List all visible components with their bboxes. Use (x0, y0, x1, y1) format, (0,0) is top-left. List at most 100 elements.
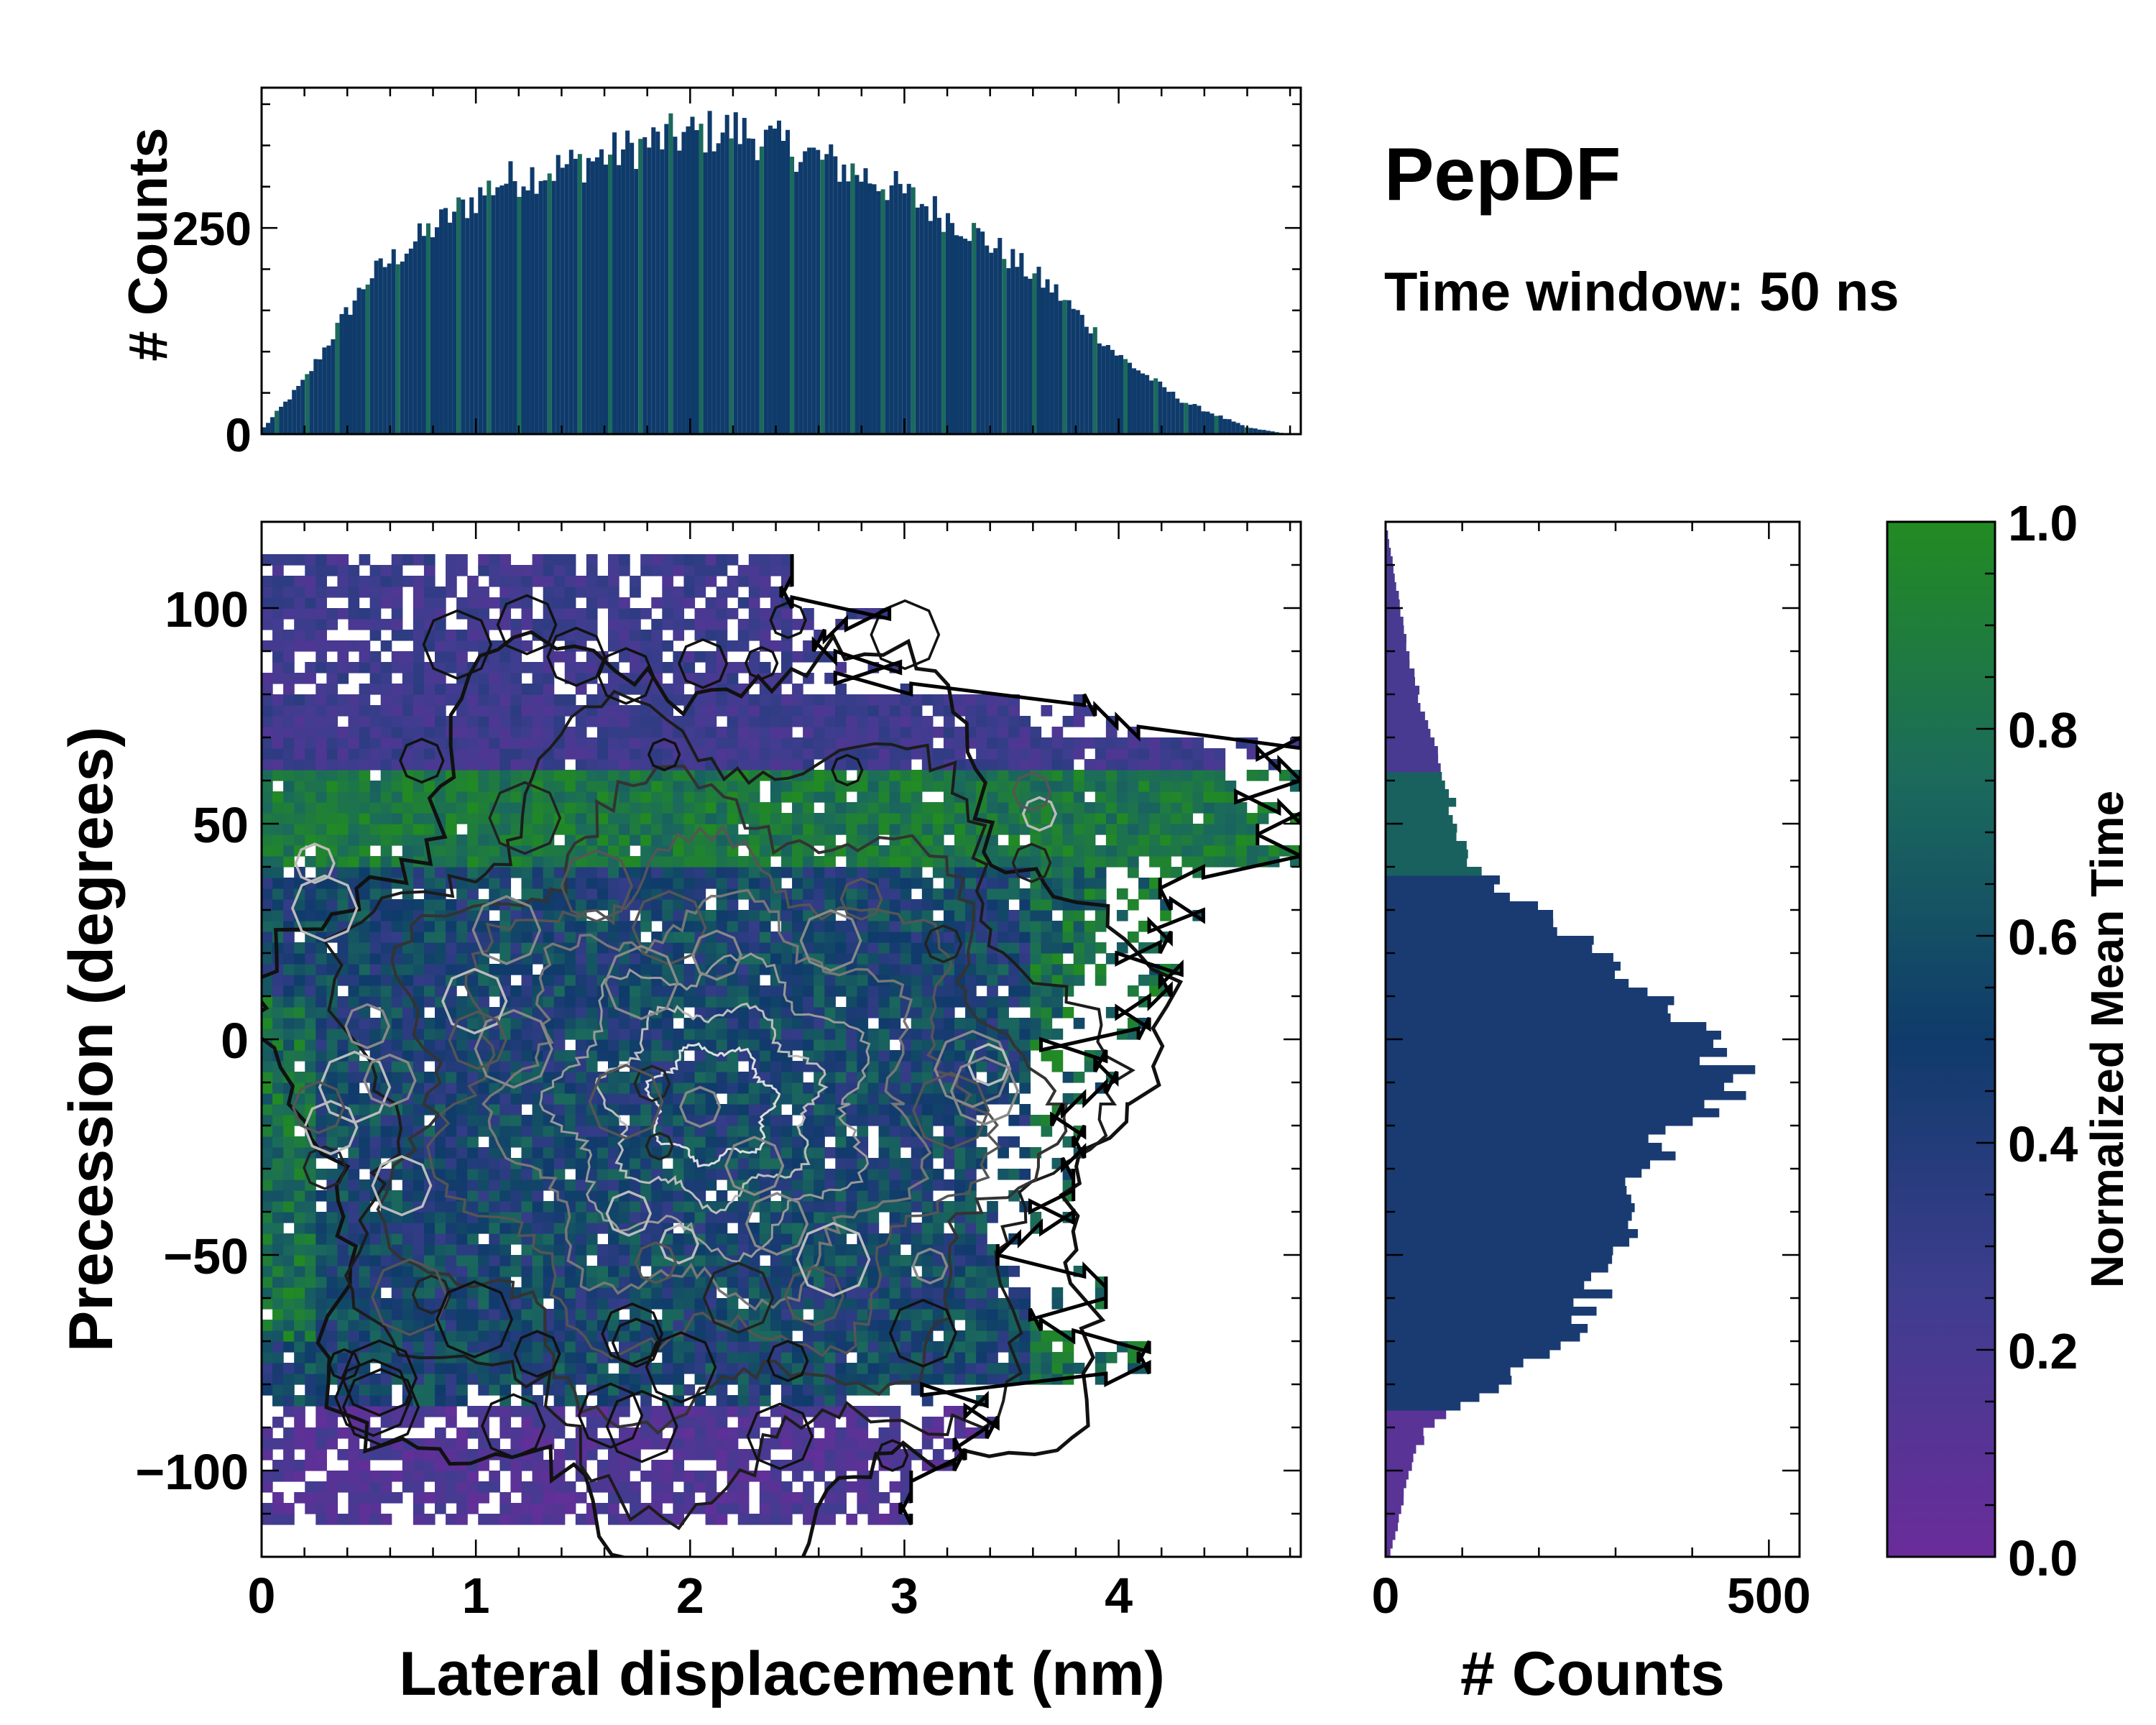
heatmap-cell (262, 932, 273, 943)
heatmap-cell (640, 1018, 652, 1029)
heatmap-cell (326, 1136, 338, 1148)
heatmap-cell (521, 1341, 533, 1353)
heatmap-cell (499, 932, 512, 943)
heatmap-cell (705, 1201, 717, 1213)
heatmap-cell (921, 1093, 934, 1105)
heatmap-cell (489, 1298, 500, 1310)
heatmap-cell (510, 932, 522, 943)
heatmap-cell (521, 1244, 533, 1256)
heatmap-cell (1062, 1352, 1074, 1363)
heatmap-cell (814, 1341, 825, 1353)
heatmap-cell (1019, 888, 1031, 900)
heatmap-cell (781, 1147, 793, 1159)
heatmap-cell (705, 867, 717, 878)
heatmap-cell (467, 1018, 479, 1029)
heatmap-cell (532, 856, 544, 868)
heatmap-cell (294, 975, 305, 986)
heatmap-cell (435, 1492, 446, 1504)
heatmap-cell (391, 1287, 403, 1299)
heatmap-cell (900, 1082, 912, 1094)
top-histogram-bar (543, 180, 548, 434)
heatmap-cell (867, 1276, 880, 1288)
heatmap-cell (954, 1352, 966, 1363)
heatmap-cell (781, 867, 793, 878)
heatmap-cell (553, 1093, 566, 1105)
heatmap-cell (911, 1352, 923, 1363)
heatmap-cell (943, 824, 955, 835)
heatmap-cell (359, 1126, 371, 1137)
heatmap-cell (435, 1438, 446, 1450)
heatmap-cell (965, 1352, 977, 1363)
heatmap-cell (1008, 802, 1020, 814)
top-histogram-bar (1248, 428, 1253, 434)
heatmap-cell (283, 1190, 295, 1202)
heatmap-cell (1019, 856, 1031, 868)
heatmap-cell (1073, 824, 1085, 835)
heatmap-cell (521, 996, 533, 1008)
heatmap-cell (489, 1029, 500, 1040)
heatmap-cell (380, 1374, 392, 1385)
heatmap-cell (446, 781, 457, 792)
heatmap-cell (651, 1244, 663, 1256)
heatmap-cell (1073, 888, 1085, 900)
heatmap-cell (673, 824, 685, 835)
heatmap-cell (998, 1093, 1009, 1105)
heatmap-cell (651, 813, 663, 824)
heatmap-cell (651, 1255, 663, 1266)
heatmap-cell (391, 867, 403, 878)
heatmap-cell (748, 985, 760, 997)
heatmap-cell (867, 1320, 880, 1331)
heatmap-cell (478, 878, 489, 889)
heatmap-cell (965, 824, 977, 835)
heatmap-cell (608, 1104, 619, 1116)
heatmap-cell (1257, 845, 1269, 857)
heatmap-cell (792, 975, 803, 986)
heatmap-cell (900, 1471, 912, 1482)
heatmap-cell (543, 802, 555, 814)
heatmap-cell (954, 1039, 966, 1051)
heatmap-cell (391, 910, 403, 921)
heatmap-cell (683, 1363, 696, 1374)
heatmap-cell (878, 1341, 890, 1353)
heatmap-cell (1019, 1082, 1031, 1094)
heatmap-cell (532, 1082, 544, 1094)
heatmap-cell (694, 1169, 706, 1180)
top-histogram-bar (954, 235, 959, 434)
heatmap-cell (987, 1298, 998, 1310)
heatmap-cell (792, 1039, 803, 1051)
heatmap-cell (878, 953, 890, 965)
heatmap-cell (900, 1093, 912, 1105)
heatmap-cell (553, 1276, 566, 1288)
top-histogram-bar (699, 124, 704, 434)
heatmap-cell (1084, 813, 1096, 824)
heatmap-cell (716, 1417, 728, 1428)
heatmap-cell (965, 878, 977, 889)
heatmap-cell (283, 1018, 295, 1029)
heatmap-cell (413, 942, 425, 954)
heatmap-cell (727, 856, 739, 868)
heatmap-cell (716, 899, 728, 911)
heatmap-cell (586, 1061, 598, 1072)
heatmap-cell (489, 1514, 500, 1525)
heatmap-cell (499, 1244, 512, 1256)
heatmap-cell (987, 1287, 998, 1299)
heatmap-cell (305, 1427, 316, 1439)
heatmap-cell (619, 1179, 630, 1191)
heatmap-cell (423, 813, 436, 824)
heatmap-cell (737, 856, 750, 868)
heatmap-cell (976, 975, 987, 986)
heatmap-cell (900, 802, 912, 814)
heatmap-cell (770, 1514, 782, 1525)
heatmap-cell (564, 802, 576, 814)
heatmap-cell (608, 1233, 619, 1245)
heatmap-cell (359, 1266, 371, 1277)
heatmap-cell (305, 1255, 316, 1266)
heatmap-cell (1171, 802, 1182, 814)
heatmap-cell (673, 867, 685, 878)
heatmap-cell (423, 1276, 436, 1288)
heatmap-cell (867, 953, 880, 965)
heatmap-cell (716, 1449, 728, 1460)
heatmap-cell (1073, 802, 1085, 814)
heatmap-cell (305, 1233, 316, 1245)
heatmap-cell (359, 1212, 371, 1223)
